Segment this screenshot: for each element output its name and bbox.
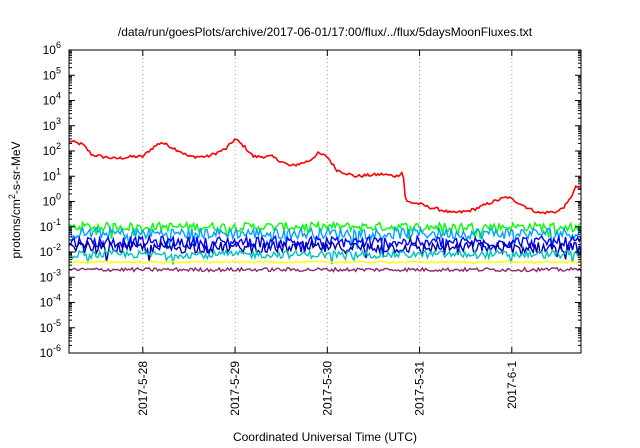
x-tick-label: 2017-6-1 (505, 361, 519, 409)
x-axis-title: Coordinated Universal Time (UTC) (233, 430, 417, 444)
y-tick-label: 10-4 (40, 293, 61, 310)
x-tick-label: 2017-5-31 (413, 361, 427, 416)
series-line (68, 225, 582, 249)
x-tick-label: 2017-5-28 (136, 361, 150, 416)
chart-title: /data/run/goesPlots/archive/2017-06-01/1… (118, 25, 533, 39)
y-tick-label: 10-5 (40, 318, 61, 335)
y-tick-label: 102 (43, 141, 61, 158)
y-tick-label: 103 (43, 116, 61, 133)
x-tick-label: 2017-5-29 (228, 361, 242, 416)
y-tick-label: 10-3 (40, 267, 61, 284)
series-group (68, 138, 582, 273)
y-tick-label: 106 (43, 40, 61, 57)
y-axis-title: protons/cm2-s-sr-MeV (7, 141, 23, 258)
y-tick-label: 100 (43, 192, 61, 209)
x-tick-label: 2017-5-30 (320, 361, 334, 416)
y-tick-label: 10-1 (40, 217, 61, 234)
plot-frame (68, 49, 582, 354)
y-tick-label: 101 (43, 166, 61, 183)
y-tick-label: 10-2 (40, 242, 61, 259)
y-tick-label: 105 (43, 65, 61, 82)
series-line (68, 138, 582, 215)
x-axis: 2017-5-28 2017-5-29 2017-5-30 2017-5-31 2017… (136, 50, 519, 416)
series-line (68, 266, 582, 273)
series-line (68, 220, 582, 240)
series-line (68, 233, 582, 258)
y-tick-label: 104 (43, 91, 61, 108)
y-tick-label: 10-6 (40, 343, 61, 360)
series-line (68, 260, 582, 264)
series-line (69, 239, 582, 262)
y-axis: 10-6 10-5 10-4 10-3 10-2 10-1 100 101 102 103 104 1… (40, 40, 581, 360)
grid (142, 50, 513, 353)
series-line (68, 248, 582, 265)
